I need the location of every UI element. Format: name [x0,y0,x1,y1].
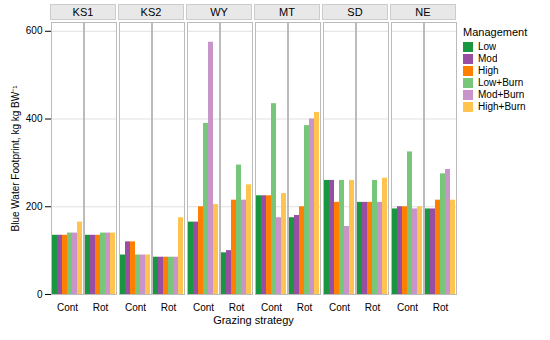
html-text:High+Burn: High+Burn [478,101,526,112]
svg-text:400: 400 [26,113,43,124]
svg-text:Cont: Cont [397,302,418,312]
html-text:KS1: KS1 [72,6,94,18]
svg-text:Rot: Rot [297,302,313,312]
html-text:Mod+Burn: Mod+Burn [478,89,525,100]
svg-text:0: 0 [37,289,43,300]
svg-text:Cont: Cont [261,302,282,312]
html-text:Management: Management [463,26,528,38]
html-text:NE: NE [415,6,431,18]
svg-text:Rot: Rot [229,302,245,312]
html-text:KS2: KS2 [140,6,162,18]
svg-text:Rot: Rot [433,302,449,312]
svg-text:Cont: Cont [329,302,350,312]
svg-text:Rot: Rot [365,302,381,312]
html-text:Low+Burn: Low+Burn [478,77,524,88]
html-text:Grazing strategy: Grazing strategy [213,314,294,326]
html-text:WY: WY [210,6,228,18]
html-text:High: High [478,65,499,76]
svg-text:Cont: Cont [57,302,78,312]
svg-text:600: 600 [26,25,43,36]
html-text:Mod: Mod [478,53,498,64]
svg-text:Rot: Rot [93,302,109,312]
html-text:SD: SD [347,6,363,18]
svg-text:Cont: Cont [193,302,214,312]
html-text:MT: MT [279,6,295,18]
svg-text:Rot: Rot [161,302,177,312]
svg-text:200: 200 [26,201,43,212]
html-text:Low: Low [478,41,497,52]
svg-text:Cont: Cont [125,302,146,312]
svg-text:Blue Water Footprint, kg kg BW: Blue Water Footprint, kg kg BW⁻¹ [10,85,21,232]
